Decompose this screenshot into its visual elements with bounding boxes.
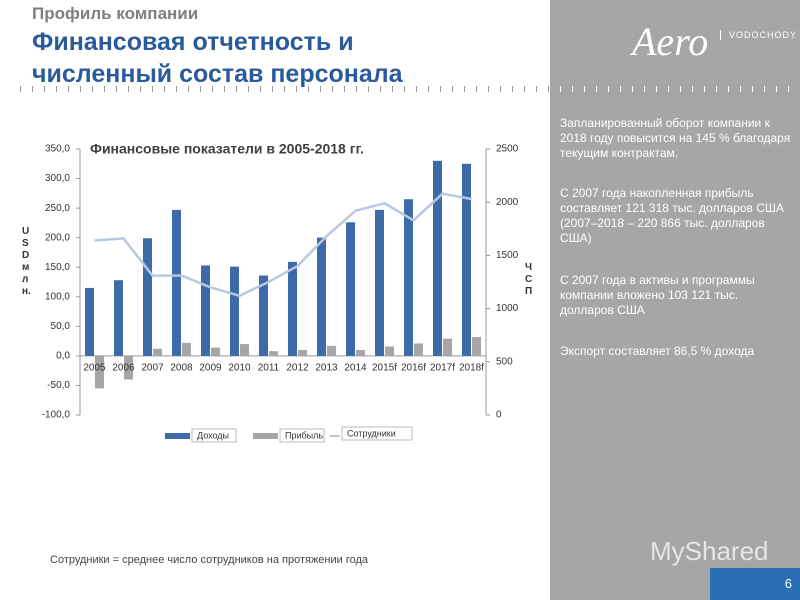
y2-tick-label: 1000: [496, 303, 519, 314]
bar: [143, 238, 152, 356]
bar: [172, 209, 181, 356]
y-tick-label: 100,0: [45, 291, 70, 302]
note: Экспорт составляет 86,5 % дохода: [560, 344, 755, 358]
bar: [356, 349, 365, 356]
watermark: MyShared: [650, 536, 769, 566]
y2-tick-label: 2000: [496, 197, 519, 208]
bar: [85, 287, 94, 356]
logo: Aero: [632, 19, 709, 64]
bar: [443, 338, 452, 356]
note: Запланированный оборот компании к 2018 г…: [560, 116, 791, 160]
y-axis-label: USD млн.: [22, 226, 31, 297]
bar: [298, 349, 307, 356]
bar: [433, 160, 442, 356]
note: С 2007 года в активы и программы компани…: [560, 273, 755, 317]
chart: Финансовые показатели в 2005-2018 гг. -1…: [42, 141, 519, 443]
x-tick-label: 2007: [141, 363, 164, 374]
y2-tick-label: 500: [496, 356, 513, 367]
bar: [240, 344, 249, 356]
separator: [20, 86, 550, 92]
x-tick-label: 2009: [199, 363, 222, 374]
kicker: Профиль компании: [32, 4, 199, 23]
x-tick-label: 2015f: [372, 363, 397, 374]
bar: [269, 351, 278, 356]
bar: [182, 342, 191, 356]
x-tick-label: 2013: [315, 363, 338, 374]
y-tick-label: 300,0: [45, 173, 70, 184]
x-tick-label: 2006: [112, 363, 135, 374]
legend-label: Прибыль: [285, 430, 323, 440]
bar: [114, 280, 123, 356]
chart-title: Финансовые показатели в 2005-2018 гг.: [90, 141, 364, 157]
y-tick-label: -50,0: [47, 380, 70, 391]
bar: [346, 222, 355, 356]
page-number: 6: [710, 568, 800, 600]
x-tick-label: 2018f: [459, 363, 484, 374]
bar: [317, 237, 326, 356]
legend-label: Сотрудники: [347, 428, 396, 438]
x-tick-label: 2017f: [430, 363, 455, 374]
title: Финансовая отчетность и: [32, 28, 354, 56]
x-tick-label: 2016f: [401, 363, 426, 374]
bar: [462, 163, 471, 356]
y2-axis-label: ЧСП: [525, 262, 533, 297]
y-tick-label: 250,0: [45, 203, 70, 214]
bar: [288, 261, 297, 356]
footnote: Сотрудники = среднее число сотрудников н…: [50, 554, 369, 566]
y-tick-label: -100,0: [42, 410, 71, 421]
bar: [153, 348, 162, 356]
bar: [259, 275, 268, 356]
y-tick-label: 200,0: [45, 232, 70, 243]
legend-swatch: [165, 433, 190, 439]
bar: [385, 346, 394, 356]
bar: [201, 265, 210, 356]
x-tick-label: 2012: [286, 363, 309, 374]
note: С 2007 года накопленная прибыль составля…: [560, 186, 784, 245]
bar: [95, 355, 104, 389]
y-tick-label: 50,0: [51, 321, 71, 332]
bar: [404, 199, 413, 356]
brand: VODOCHODY: [720, 30, 797, 40]
x-tick-label: 2010: [228, 363, 251, 374]
side-panel: [550, 0, 800, 600]
y2-tick-label: 1500: [496, 250, 519, 261]
x-tick-label: 2011: [258, 363, 280, 374]
legend-box: [341, 426, 413, 441]
legend-swatch: [253, 433, 278, 439]
bar: [211, 347, 220, 356]
bar: [472, 336, 481, 356]
separator: [560, 86, 800, 92]
x-tick-label: 2005: [83, 363, 106, 374]
legend-box: [191, 428, 237, 443]
y-tick-label: 350,0: [45, 144, 70, 155]
bar: [414, 343, 423, 356]
bar: [124, 355, 133, 380]
bar: [230, 266, 239, 356]
y2-tick-label: 2500: [496, 144, 519, 155]
y-tick-label: 0,0: [56, 351, 70, 362]
y2-tick-label: 0: [496, 410, 502, 421]
bar: [327, 345, 336, 356]
bar: [375, 209, 384, 356]
line: [94, 192, 472, 298]
y-tick-label: 150,0: [45, 262, 70, 273]
legend-label: Доходы: [197, 430, 229, 440]
x-tick-label: 2008: [170, 363, 193, 374]
legend-box: [279, 428, 325, 443]
x-tick-label: 2014: [344, 363, 367, 374]
title: численный состав персонала: [32, 60, 403, 88]
